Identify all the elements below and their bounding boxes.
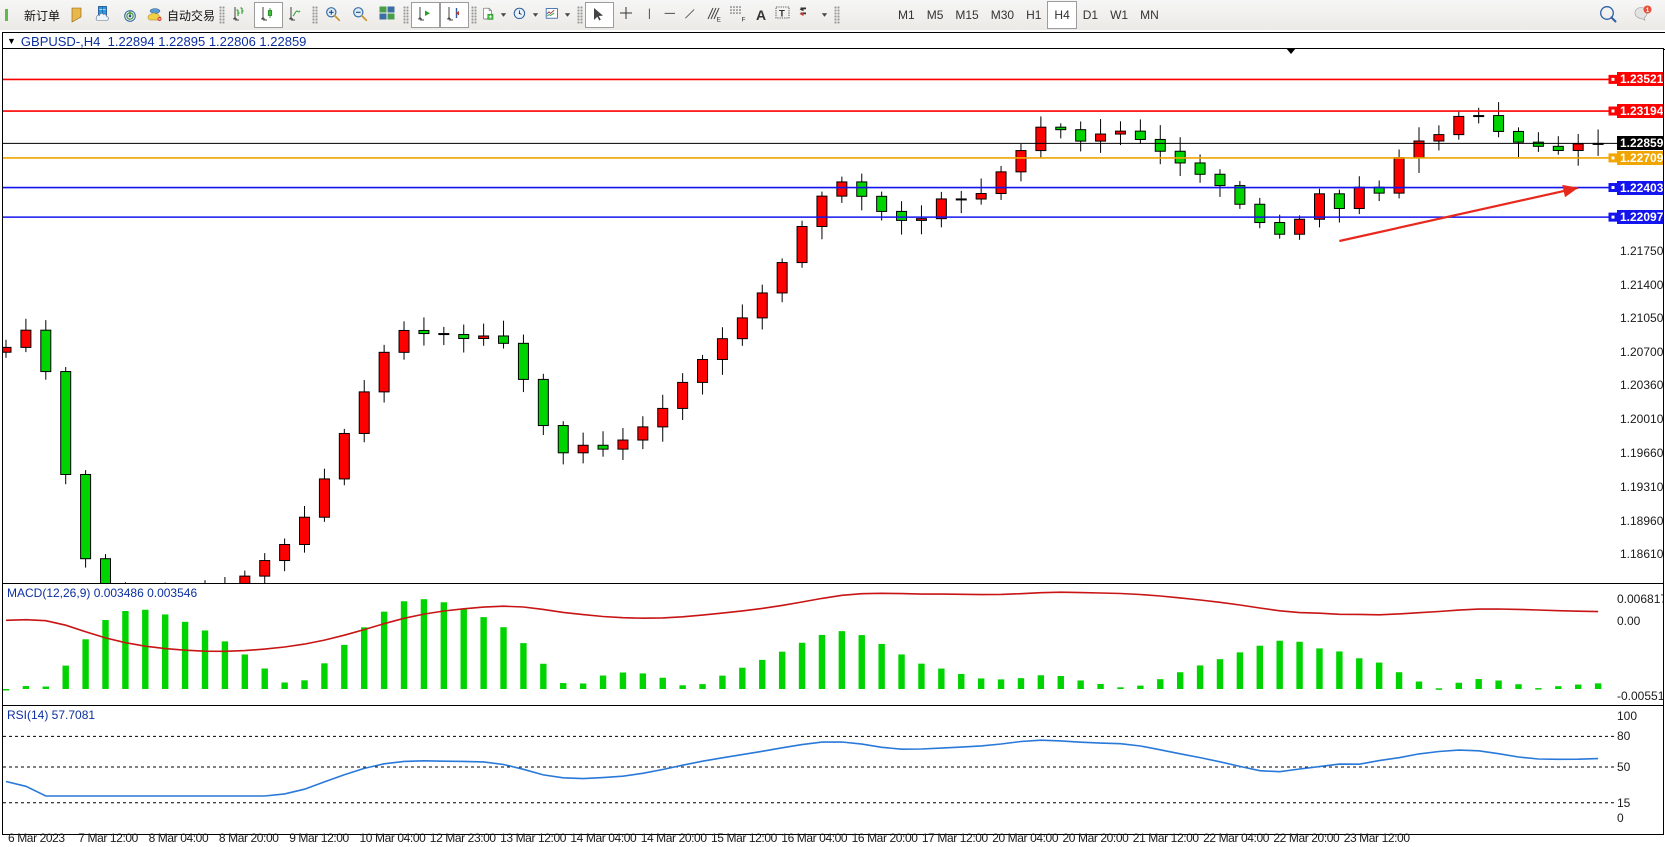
svg-text:T: T <box>779 9 785 20</box>
svg-text:F: F <box>741 17 745 24</box>
svg-text:E: E <box>716 17 721 24</box>
